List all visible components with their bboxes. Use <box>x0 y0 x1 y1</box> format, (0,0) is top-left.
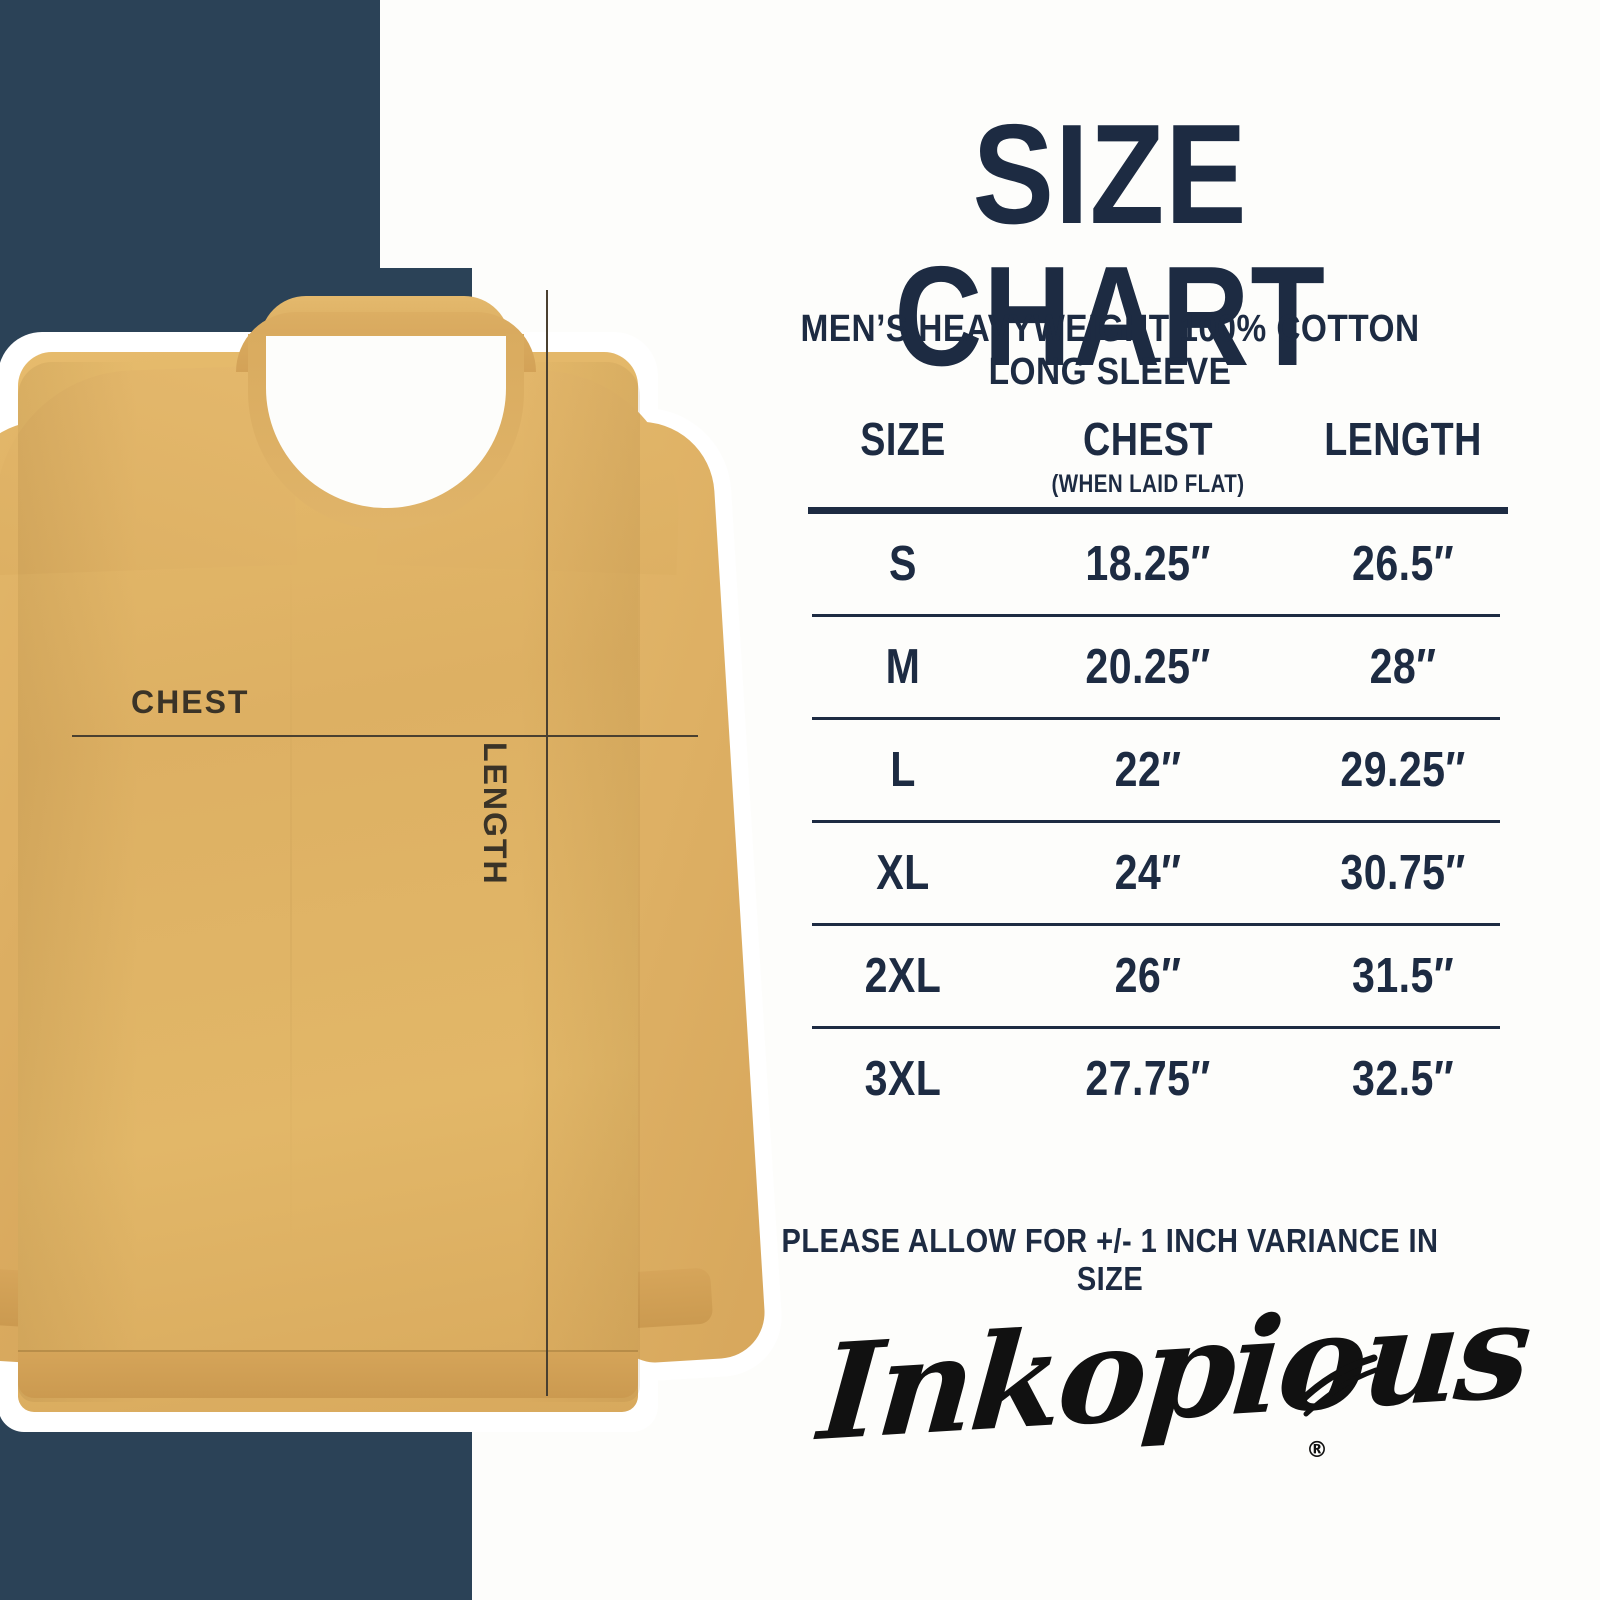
column-header-chest: CHEST (WHEN LAID FLAT) <box>1025 412 1271 499</box>
cell-length: 30.75″ <box>1340 846 1466 900</box>
cell-size: M <box>885 640 921 694</box>
cell-size: XL <box>876 846 930 900</box>
column-header-size-label: SIZE <box>860 413 946 465</box>
cell-size: 2XL <box>864 949 942 1003</box>
content-column: SIZE CHART MEN’S HEAVYWEIGHT 100% COTTON… <box>700 0 1600 1600</box>
cell-chest: 27.75″ <box>1085 1052 1211 1106</box>
cell-size: 3XL <box>864 1052 942 1106</box>
shirt-illustration <box>0 252 820 1432</box>
table-header-rule <box>808 507 1508 514</box>
table-row: L 22″ 29.25″ <box>808 720 1508 820</box>
table-row-divider <box>812 1026 1500 1029</box>
table-row-divider <box>812 820 1500 823</box>
shirt-shading-right <box>520 362 640 1402</box>
length-measurement-label: LENGTH <box>477 742 513 886</box>
cell-chest: 24″ <box>1114 846 1182 900</box>
page-title: SIZE CHART <box>894 95 1326 396</box>
cell-chest: 20.25″ <box>1085 640 1211 694</box>
table-row-divider <box>812 717 1500 720</box>
column-header-size: SIZE <box>825 412 981 466</box>
column-header-chest-label: CHEST <box>1083 413 1213 465</box>
chest-measurement-line <box>72 735 698 737</box>
cell-chest: 26″ <box>1114 949 1182 1003</box>
table-row: XL 24″ 30.75″ <box>808 823 1508 923</box>
table-row: S 18.25″ 26.5″ <box>808 514 1508 614</box>
brand-logo: Inkopious ® <box>814 1273 1533 1526</box>
size-table: SIZE CHEST (WHEN LAID FLAT) LENGTH S 18.… <box>808 412 1508 1129</box>
cell-size: S <box>889 537 917 591</box>
shirt-shading-left <box>18 362 138 1402</box>
table-row: M 20.25″ 28″ <box>808 617 1508 717</box>
cell-length: 32.5″ <box>1352 1052 1454 1106</box>
page-subtitle: MEN’S HEAVYWEIGHT 100% COTTON LONG SLEEV… <box>800 308 1420 393</box>
cell-length: 28″ <box>1369 640 1437 694</box>
shirt-hem-seam <box>18 1350 638 1353</box>
cell-chest: 22″ <box>1114 743 1182 797</box>
cell-size: L <box>890 743 916 797</box>
shirt-hem <box>18 1352 638 1398</box>
navy-panel-notch <box>380 0 480 268</box>
table-row: 3XL 27.75″ 32.5″ <box>808 1029 1508 1129</box>
cell-chest: 18.25″ <box>1085 537 1211 591</box>
length-measurement-line <box>546 290 548 1396</box>
table-row-divider <box>812 923 1500 926</box>
shirt-fabric-fold <box>290 552 292 1252</box>
column-header-length: LENGTH <box>1317 412 1489 466</box>
variance-note: PLEASE ALLOW FOR +/- 1 INCH VARIANCE IN … <box>781 1222 1439 1297</box>
chest-measurement-label: CHEST <box>131 684 250 720</box>
brand-logo-flourish-icon <box>1294 1354 1379 1417</box>
table-row: 2XL 26″ 31.5″ <box>808 926 1508 1026</box>
cell-length: 29.25″ <box>1340 743 1466 797</box>
cell-length: 26.5″ <box>1352 537 1454 591</box>
column-header-length-label: LENGTH <box>1324 413 1482 465</box>
table-row-divider <box>812 614 1500 617</box>
table-header-row: SIZE CHEST (WHEN LAID FLAT) LENGTH <box>808 412 1508 499</box>
cell-length: 31.5″ <box>1352 949 1454 1003</box>
column-header-chest-sublabel: (WHEN LAID FLAT) <box>1051 470 1245 498</box>
brand-trademark-symbol: ® <box>1306 1438 1328 1463</box>
